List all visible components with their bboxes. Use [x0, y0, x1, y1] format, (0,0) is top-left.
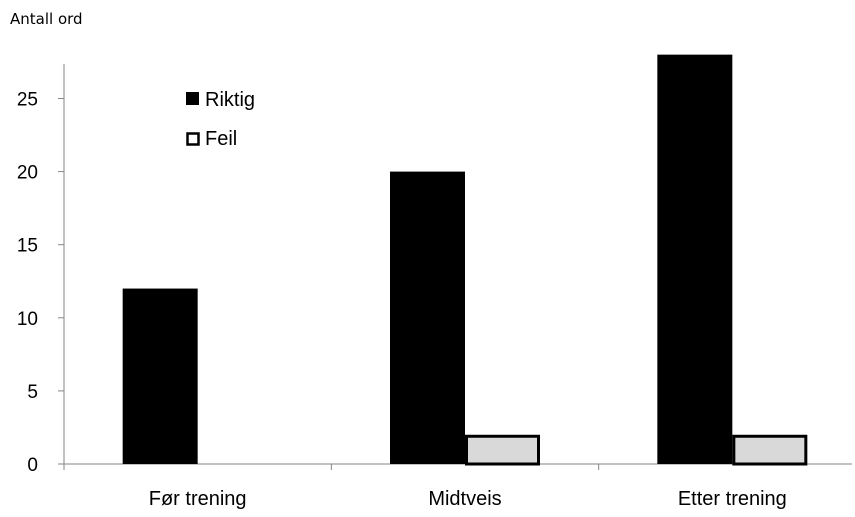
bar-feil — [465, 434, 540, 466]
bar-feil — [732, 434, 808, 466]
x-tick-label: Etter trening — [678, 488, 787, 510]
bars — [122, 54, 808, 466]
y-tick-label: 0 — [27, 455, 38, 476]
y-tick-label: 20 — [17, 163, 38, 184]
y-tick-label: 25 — [17, 90, 38, 111]
x-tick-label: Før trening — [149, 488, 247, 510]
legend-label-riktig: Riktig — [205, 89, 255, 111]
bar-riktig — [390, 171, 465, 464]
y-tick-label: 15 — [17, 236, 38, 257]
y-tick-label: 10 — [17, 309, 38, 330]
legend-label-feil: Feil — [205, 128, 237, 150]
legend: Riktig Feil — [186, 89, 255, 150]
y-tick-label: 5 — [27, 382, 38, 403]
bar-riktig — [122, 288, 198, 464]
tick-labels: 0 5 10 15 20 25 Før trening Midtveis Etter treni… — [17, 90, 787, 511]
x-tick-label: Midtveis — [428, 488, 501, 510]
legend-swatch-riktig — [186, 92, 199, 105]
y-axis-label: Antall ord — [10, 10, 83, 28]
legend-swatch-feil — [186, 132, 200, 146]
bar-riktig — [657, 54, 733, 464]
